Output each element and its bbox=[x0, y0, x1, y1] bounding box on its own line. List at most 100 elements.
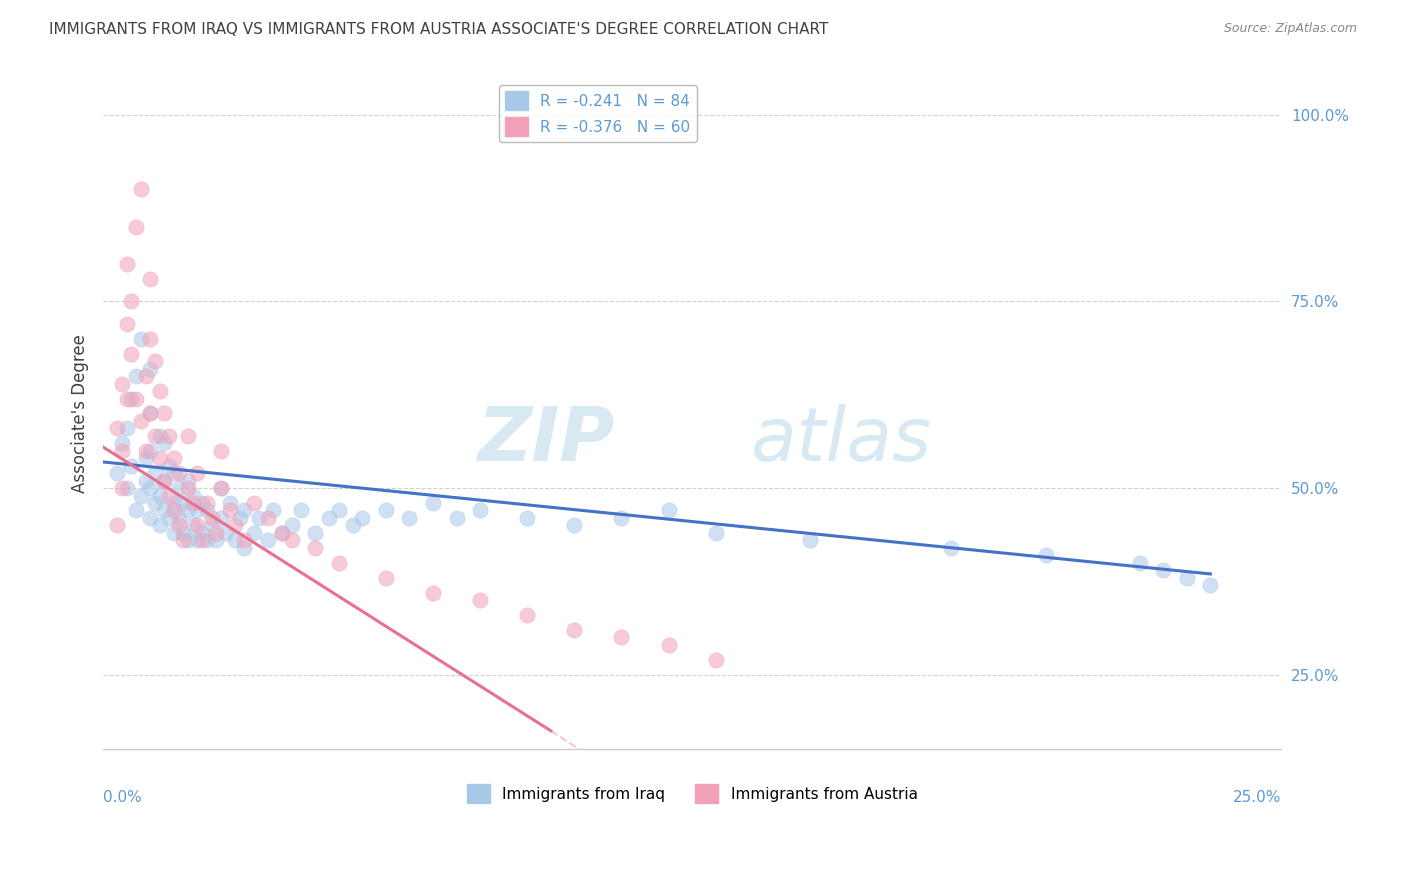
Point bbox=[328, 503, 350, 517]
Point bbox=[172, 533, 194, 548]
Point bbox=[704, 525, 727, 540]
Point bbox=[111, 481, 134, 495]
Point bbox=[1129, 556, 1152, 570]
Point bbox=[468, 503, 491, 517]
Point bbox=[143, 496, 166, 510]
Point bbox=[342, 518, 364, 533]
Text: ZIP: ZIP bbox=[478, 404, 616, 477]
Point bbox=[115, 392, 138, 406]
Point bbox=[163, 525, 186, 540]
Point bbox=[120, 347, 142, 361]
Point bbox=[139, 511, 162, 525]
Point bbox=[172, 496, 194, 510]
Point bbox=[658, 638, 681, 652]
Point bbox=[209, 481, 232, 495]
Point bbox=[229, 511, 252, 525]
Point bbox=[143, 354, 166, 368]
Point bbox=[195, 496, 218, 510]
Point bbox=[181, 496, 204, 510]
Point bbox=[271, 525, 294, 540]
Point bbox=[209, 443, 232, 458]
Point bbox=[139, 332, 162, 346]
Point bbox=[224, 533, 246, 548]
Point bbox=[153, 503, 176, 517]
Point bbox=[209, 511, 232, 525]
Point bbox=[115, 421, 138, 435]
Point bbox=[149, 451, 172, 466]
Point bbox=[219, 503, 242, 517]
Point bbox=[247, 511, 270, 525]
Point bbox=[143, 429, 166, 443]
Point bbox=[153, 474, 176, 488]
Point bbox=[304, 525, 326, 540]
Point bbox=[205, 525, 228, 540]
Point bbox=[516, 511, 538, 525]
Point bbox=[153, 436, 176, 450]
Point bbox=[181, 518, 204, 533]
Point bbox=[280, 518, 302, 533]
Point bbox=[120, 392, 142, 406]
Point bbox=[257, 511, 280, 525]
Point bbox=[129, 489, 152, 503]
Point bbox=[111, 376, 134, 391]
Point bbox=[149, 518, 172, 533]
Point bbox=[186, 503, 208, 517]
Point bbox=[186, 466, 208, 480]
Point bbox=[157, 458, 180, 473]
Point bbox=[233, 541, 256, 555]
Text: atlas: atlas bbox=[751, 404, 932, 476]
Point bbox=[129, 332, 152, 346]
Point bbox=[468, 593, 491, 607]
Point bbox=[191, 533, 214, 548]
Point bbox=[233, 533, 256, 548]
Point bbox=[1035, 549, 1057, 563]
Point bbox=[139, 272, 162, 286]
Point bbox=[398, 511, 420, 525]
Point bbox=[610, 511, 633, 525]
Point bbox=[177, 474, 200, 488]
Point bbox=[125, 392, 148, 406]
Point bbox=[129, 182, 152, 196]
Point bbox=[167, 466, 190, 480]
Point bbox=[262, 503, 284, 517]
Point bbox=[243, 525, 266, 540]
Point bbox=[177, 481, 200, 495]
Point bbox=[181, 489, 204, 503]
Point bbox=[135, 474, 157, 488]
Point bbox=[195, 503, 218, 517]
Text: 0.0%: 0.0% bbox=[103, 789, 142, 805]
Point bbox=[191, 496, 214, 510]
Point bbox=[135, 369, 157, 384]
Point bbox=[195, 533, 218, 548]
Point bbox=[799, 533, 821, 548]
Point bbox=[167, 518, 190, 533]
Point bbox=[111, 443, 134, 458]
Point bbox=[139, 443, 162, 458]
Point bbox=[167, 481, 190, 495]
Point bbox=[143, 466, 166, 480]
Point bbox=[352, 511, 374, 525]
Point bbox=[290, 503, 312, 517]
Point bbox=[111, 436, 134, 450]
Point bbox=[135, 451, 157, 466]
Point bbox=[177, 533, 200, 548]
Point bbox=[163, 496, 186, 510]
Point bbox=[115, 257, 138, 271]
Point bbox=[704, 653, 727, 667]
Text: Source: ZipAtlas.com: Source: ZipAtlas.com bbox=[1223, 22, 1357, 36]
Point bbox=[115, 481, 138, 495]
Point bbox=[219, 496, 242, 510]
Point bbox=[163, 503, 186, 517]
Point bbox=[186, 518, 208, 533]
Point bbox=[149, 489, 172, 503]
Point bbox=[200, 511, 222, 525]
Point bbox=[200, 518, 222, 533]
Point bbox=[304, 541, 326, 555]
Point bbox=[516, 607, 538, 622]
Point bbox=[658, 503, 681, 517]
Point bbox=[163, 466, 186, 480]
Point bbox=[105, 421, 128, 435]
Point bbox=[562, 623, 585, 637]
Point bbox=[153, 474, 176, 488]
Point bbox=[120, 458, 142, 473]
